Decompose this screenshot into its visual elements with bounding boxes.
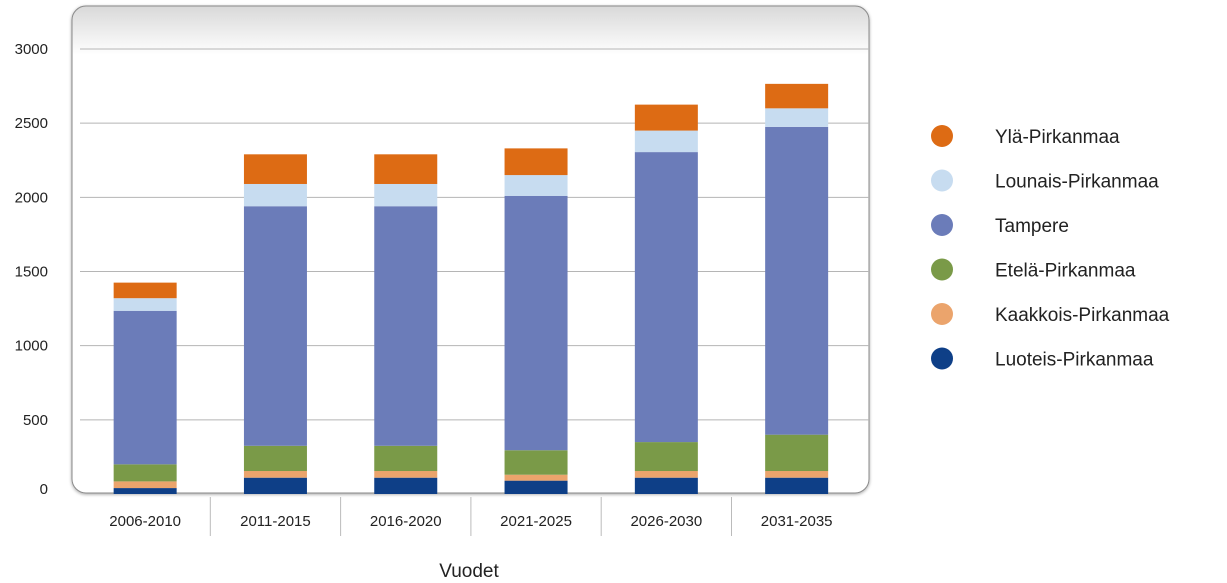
bar-segment bbox=[765, 471, 829, 478]
bar-segment bbox=[504, 474, 568, 481]
bar-segment bbox=[634, 477, 698, 494]
bar-segment bbox=[374, 154, 438, 184]
legend-label: Luoteis-Pirkanmaa bbox=[995, 350, 1154, 371]
legend-label: Lounais-Pirkanmaa bbox=[995, 172, 1159, 193]
bar-segment bbox=[113, 481, 177, 489]
bar-segment bbox=[765, 83, 829, 109]
bar-segment bbox=[504, 480, 568, 494]
y-axis: 0 500 1000 1500 2000 2500 3000 bbox=[15, 41, 48, 498]
bar-segment bbox=[634, 442, 698, 472]
bar-segment bbox=[374, 445, 438, 472]
y-tick-label: 1500 bbox=[15, 264, 48, 281]
bar-segment bbox=[113, 488, 177, 494]
bar-segment bbox=[243, 183, 307, 207]
bar-segment bbox=[374, 477, 438, 494]
bar-segment bbox=[765, 477, 829, 494]
legend-label: Tampere bbox=[995, 216, 1069, 237]
legend-label: Ylä-Pirkanmaa bbox=[995, 127, 1120, 148]
bar-segment bbox=[634, 471, 698, 478]
x-tick-label: 2031-2035 bbox=[761, 513, 833, 530]
x-tick-label: 2011-2015 bbox=[240, 513, 311, 530]
bars bbox=[113, 83, 829, 494]
bar-segment bbox=[765, 434, 829, 472]
x-tick-label: 2006-2010 bbox=[109, 513, 181, 530]
legend-swatch bbox=[931, 258, 953, 281]
bar-segment bbox=[113, 310, 177, 465]
bar-segment bbox=[243, 206, 307, 446]
legend-swatch bbox=[931, 214, 953, 236]
bar-segment bbox=[243, 154, 307, 184]
bar-segment bbox=[504, 175, 568, 196]
bar-segment bbox=[374, 471, 438, 478]
legend-swatch bbox=[931, 125, 953, 147]
legend-swatch bbox=[931, 169, 953, 192]
bar-segment bbox=[765, 126, 829, 435]
bar-segment bbox=[113, 282, 177, 299]
bar-segment bbox=[765, 108, 829, 127]
x-axis-title: Vuodet bbox=[439, 561, 499, 582]
y-tick-label: 0 bbox=[40, 481, 48, 498]
legend-label: Kaakkois-Pirkanmaa bbox=[995, 305, 1170, 326]
y-tick-label: 3000 bbox=[15, 41, 48, 58]
bar-segment bbox=[504, 450, 568, 475]
legend: Ylä-Pirkanmaa Lounais-Pirkanmaa Tampere Ete… bbox=[931, 125, 1170, 371]
y-tick-label: 2000 bbox=[15, 189, 48, 206]
bar-segment bbox=[113, 298, 177, 311]
legend-swatch bbox=[931, 347, 953, 370]
x-axis: 2006-2010 2011-2015 2016-2020 2021-2025 2026… bbox=[109, 497, 833, 536]
bar-segment bbox=[243, 445, 307, 472]
bar-segment bbox=[634, 130, 698, 153]
bar-segment bbox=[113, 464, 177, 482]
gridlines bbox=[80, 48, 869, 421]
legend-swatch bbox=[931, 303, 953, 325]
bar-segment bbox=[374, 206, 438, 446]
bar-segment bbox=[634, 152, 698, 443]
bar-segment bbox=[504, 195, 568, 451]
y-tick-label: 1000 bbox=[15, 338, 48, 355]
legend-label: Etelä-Pirkanmaa bbox=[995, 261, 1136, 282]
x-tick-label: 2026-2030 bbox=[630, 513, 702, 530]
y-tick-label: 2500 bbox=[15, 115, 48, 132]
bar-segment bbox=[634, 104, 698, 131]
x-tick-label: 2016-2020 bbox=[370, 513, 442, 530]
y-tick-label: 500 bbox=[23, 412, 48, 429]
bar-segment bbox=[504, 148, 568, 176]
bar-segment bbox=[374, 183, 438, 207]
bar-segment bbox=[243, 477, 307, 494]
bar-segment bbox=[243, 471, 307, 478]
x-tick-label: 2021-2025 bbox=[500, 513, 572, 530]
